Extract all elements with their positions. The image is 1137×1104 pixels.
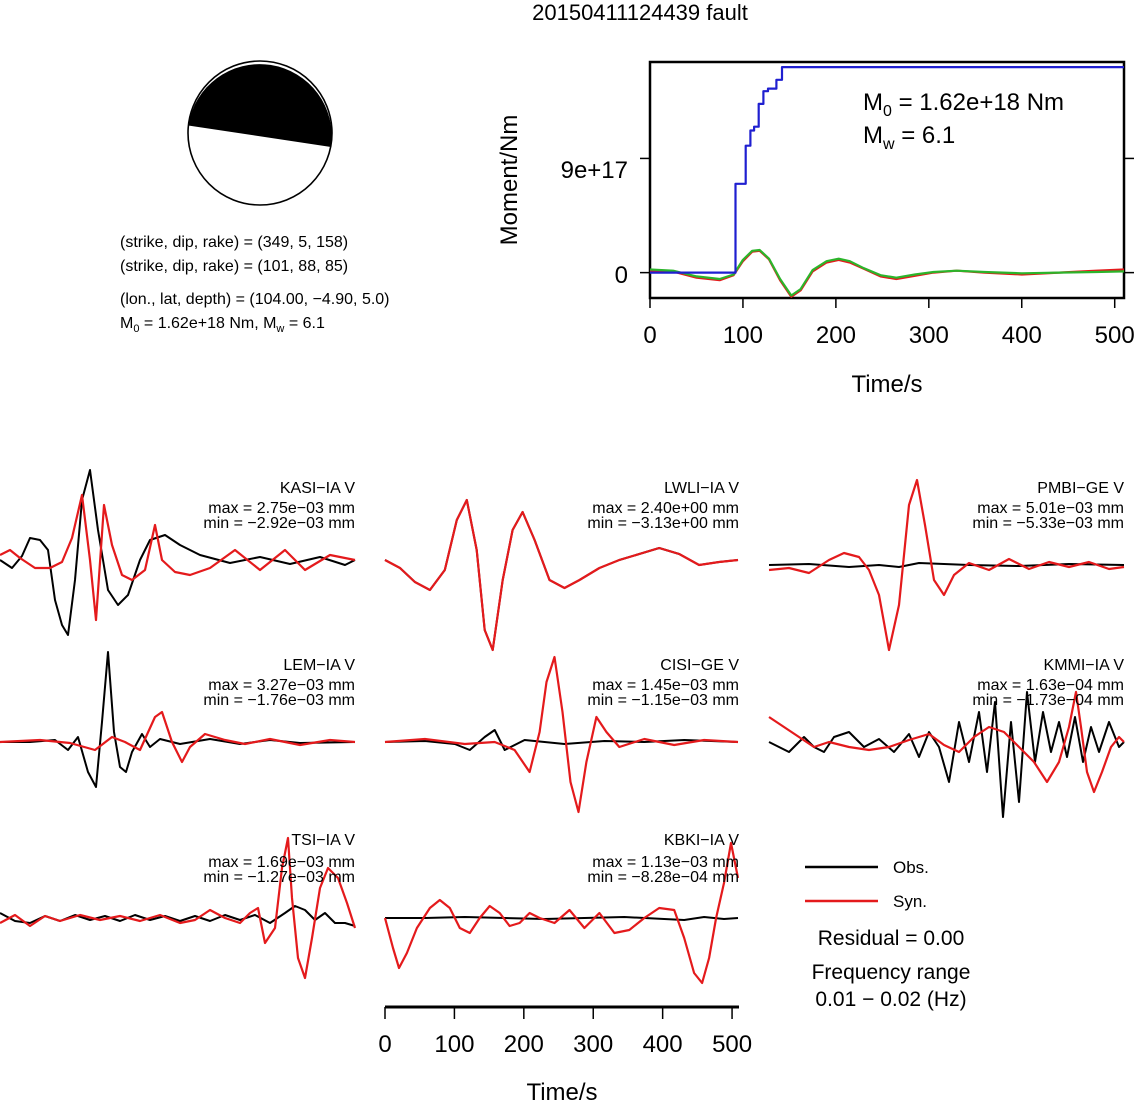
moment-plot-frame [648,60,1126,300]
station-name: KASI−IA V [280,480,355,497]
waveform-x-label: Time/s [526,1079,597,1104]
station-min: min = −1.73e−04 mm [972,692,1124,709]
observed-trace [384,729,739,751]
station-min: min = −1.76e−03 mm [203,692,355,709]
station-name: LWLI−IA V [664,480,739,497]
moment-plot-x-tick: 400 [1002,322,1042,349]
waveform-axis-ticks [384,1007,733,1019]
moment-plot-x-tick: 200 [816,322,856,349]
nodal-plane-2: (strike, dip, rake) = (101, 88, 85) [120,258,348,275]
observed-trace [768,562,1125,568]
waveform-x-tick: 300 [573,1031,613,1058]
observed-trace [768,691,1125,818]
waveform-panel [0,836,357,980]
waveform-x-tick: 100 [434,1031,474,1058]
station-labels: KASI−IA V max = 2.75e−03 mm min = −2.92e… [203,480,1124,886]
observed-trace [0,469,356,636]
waveform-panel [768,478,1125,652]
station-max: max = 2.75e−03 mm [208,500,355,517]
moment-plot-x-tick: 500 [1095,322,1135,349]
waveform-x-tick: 200 [504,1031,544,1058]
location-depth: (lon., lat, depth) = (104.00, −4.90, 5.0… [120,291,390,308]
waveform-panel [0,469,356,636]
station-name: TSI−IA V [291,832,355,849]
nodal-plane-1: (strike, dip, rake) = (349, 5, 158) [120,234,348,251]
legend: Obs. Syn. Residual = 0.00 Frequency rang… [805,858,970,1011]
moment-plot-y-tick: 9e+17 [561,157,628,184]
waveform-panel [384,498,739,652]
moment-plot-x-tick: 0 [643,322,656,349]
station-max: max = 3.27e−03 mm [208,677,355,694]
waveform-panel [383,841,740,985]
moment-plot-x-label: Time/s [851,371,922,398]
moment-plot-x-tick: 100 [723,322,763,349]
station-name: PMBI−GE V [1037,480,1124,497]
station-max: max = 5.01e−03 mm [977,500,1124,517]
waveform-x-tick: 0 [378,1031,391,1058]
beachball [187,60,333,206]
station-name: KBKI−IA V [664,832,739,849]
station-min: min = −2.92e−03 mm [203,515,355,532]
moment-plot-ticks [640,157,1134,308]
station-max: max = 1.45e−03 mm [592,677,739,694]
synthetic-trace [383,841,740,985]
synthetic-trace [384,498,739,652]
station-min: min = −3.13e+00 mm [587,515,739,532]
station-min: min = −1.27e−03 mm [203,869,355,886]
moment-plot-curves [649,66,1125,298]
legend-obs-label: Obs. [893,858,929,877]
mechanism-info: (strike, dip, rake) = (349, 5, 158) (str… [120,234,390,335]
beachball-compressional-quadrant [188,64,332,147]
moment-rate-alt-line [649,248,1125,297]
frequency-range-title: Frequency range [812,961,971,984]
waveform-time-axis: 0 100 200 300 400 500 Time/s [378,1005,752,1104]
residual-text: Residual = 0.00 [818,927,965,950]
waveform-panels [0,469,1125,985]
station-min: min = −5.33e−03 mm [972,515,1124,532]
figure-title: 20150411124439 fault [532,0,748,25]
station-max: max = 1.63e−04 mm [977,677,1124,694]
synthetic-trace [0,710,356,764]
cumulative-moment-line [650,66,1124,274]
station-name: KMMI−IA V [1044,657,1125,674]
waveform-x-tick: 400 [643,1031,683,1058]
synthetic-trace [384,655,739,814]
synthetic-trace [768,690,1125,794]
station-max: max = 1.69e−03 mm [208,854,355,871]
station-min: min = −8.28e−04 mm [587,869,739,886]
synthetic-trace [0,493,356,622]
station-max: max = 2.40e+00 mm [592,500,739,517]
synthetic-trace [768,478,1125,652]
moment-annotation-m0: M0 = 1.62e+18 Nm [863,89,1064,120]
moment-plot: 0 100 200 300 400 500 0 9e+17 Time/s Mom… [496,60,1135,398]
waveform-x-tick: 500 [712,1031,752,1058]
waveform-panel [384,655,739,814]
moment-plot-y-label: Moment/Nm [496,115,523,246]
legend-syn-label: Syn. [893,892,927,911]
waveform-panel [0,651,356,788]
station-name: LEM−IA V [283,657,355,674]
moment-plot-y-tick: 0 [615,262,628,289]
station-name: CISI−GE V [660,657,739,674]
waveform-panel [768,690,1125,818]
frequency-range-value: 0.01 − 0.02 (Hz) [815,988,966,1011]
moment-annotation-mw: Mw = 6.1 [863,122,955,153]
synthetic-trace [0,836,357,980]
moment-plot-x-tick: 300 [909,322,949,349]
station-max: max = 1.13e−03 mm [592,854,739,871]
station-min: min = −1.15e−03 mm [587,692,739,709]
moment-summary: M0 = 1.62e+18 Nm, Mw = 6.1 [120,315,325,335]
observed-trace [385,916,739,921]
